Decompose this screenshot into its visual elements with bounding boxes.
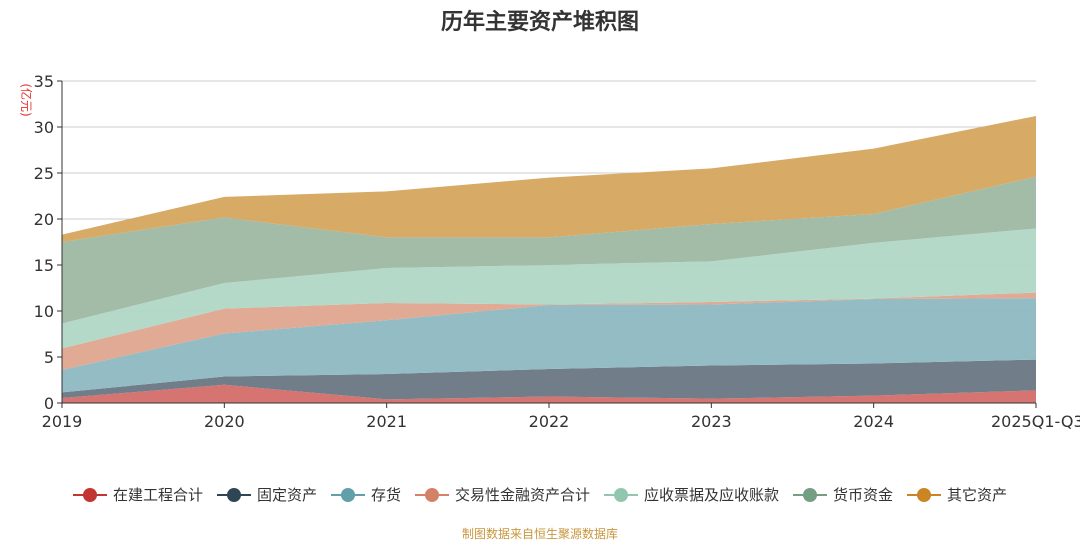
- y-axis-unit-label: (亿元): [19, 83, 34, 116]
- legend-label: 其它资产: [947, 486, 1008, 504]
- x-tick-label: 2025Q1-Q3: [991, 412, 1080, 431]
- legend-item[interactable]: 在建工程合计: [72, 484, 203, 505]
- legend-item[interactable]: 应收票据及应收账款: [604, 484, 779, 505]
- legend-item[interactable]: 货币资金: [793, 484, 893, 505]
- area-3: [62, 292, 1036, 370]
- y-tick-label: 25: [34, 164, 54, 183]
- legend-marker-icon: [414, 487, 449, 502]
- x-tick-label: 2019: [42, 412, 83, 431]
- area-2: [62, 298, 1036, 393]
- legend-item[interactable]: 其它资产: [907, 484, 1007, 505]
- y-tick-label: 10: [34, 302, 54, 321]
- x-tick-label: 2023: [691, 412, 732, 431]
- legend-marker-icon: [216, 487, 251, 502]
- legend-marker-icon: [793, 487, 828, 502]
- y-tick-label: 35: [34, 72, 54, 91]
- y-tick-label: 15: [34, 256, 54, 275]
- x-tick-label: 2022: [529, 412, 570, 431]
- legend-label: 存货: [370, 486, 401, 504]
- legend-marker-icon: [604, 487, 638, 502]
- legend-marker-icon: [907, 487, 942, 502]
- area-6: [62, 115, 1036, 242]
- chart-title: 历年主要资产堆积图: [440, 10, 639, 35]
- legend-item[interactable]: 存货: [330, 484, 401, 505]
- legend-item[interactable]: 交易性金融资产合计: [414, 484, 590, 505]
- area-4: [62, 228, 1036, 349]
- area-1: [62, 359, 1036, 400]
- legend-item[interactable]: 固定资产: [216, 484, 317, 505]
- data-source-note: 制图数据来自恒生聚源数据库: [461, 527, 618, 541]
- legend-label: 在建工程合计: [112, 486, 203, 504]
- area-5: [62, 176, 1036, 324]
- legend-label: 应收票据及应收账款: [644, 486, 780, 504]
- x-tick-label: 2020: [204, 412, 245, 431]
- x-tick-label: 2021: [366, 412, 407, 431]
- y-tick-label: 30: [34, 118, 54, 137]
- y-tick-label: 0: [44, 394, 54, 413]
- x-tick-label: 2024: [853, 412, 894, 431]
- legend: 在建工程合计 固定资产 存货 交易性金融资产合计 应收票据及应收账款 货币资金 其它资产: [0, 484, 1080, 505]
- legend-marker-icon: [72, 487, 107, 502]
- stacked-area-chart: 0 5 10 15 20 25 30 35 2019 2020 2021 2022 2023 2024 20…: [19, 72, 1080, 431]
- y-tick-label: 5: [44, 348, 54, 367]
- area-0: [62, 384, 1036, 403]
- legend-label: 交易性金融资产合计: [454, 486, 590, 504]
- legend-marker-icon: [330, 487, 365, 502]
- legend-label: 货币资金: [833, 486, 894, 504]
- y-tick-label: 20: [34, 210, 54, 229]
- legend-label: 固定资产: [256, 486, 317, 504]
